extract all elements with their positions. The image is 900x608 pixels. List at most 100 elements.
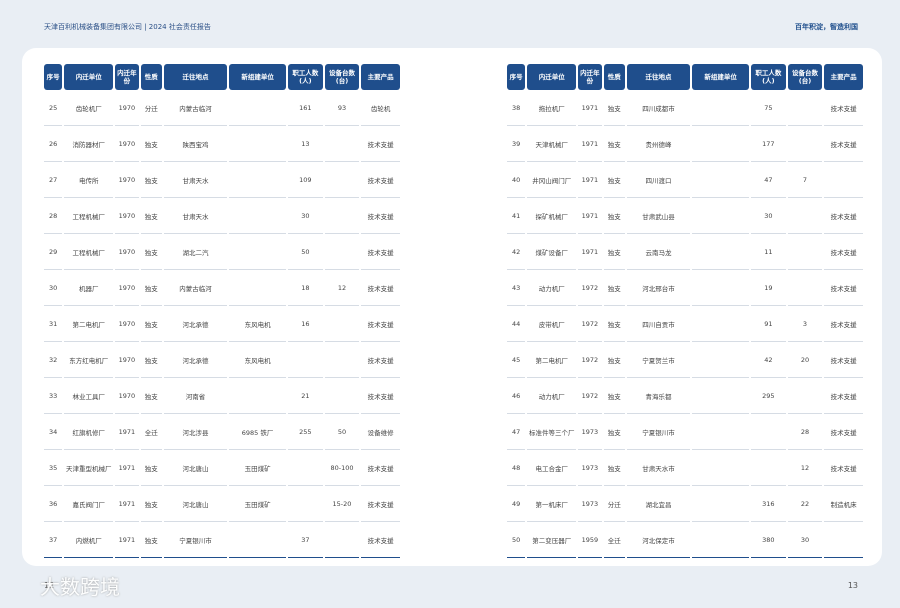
table-row: 27 电传所 1970 独支 甘肃天水 109 技术支援 [44,162,400,198]
table-cell [692,90,750,126]
table-cell: 宁夏贺兰市 [626,342,691,378]
table-cell: 27 [44,162,63,198]
column-header: 序号 [507,64,526,90]
table-cell [324,522,360,558]
table-cell: 技术支援 [824,342,863,378]
table-cell: 玉田煤矿 [229,450,287,486]
table-cell [751,450,786,486]
table-cell: 红旗机修厂 [64,414,114,450]
table-row: 34 红旗机修厂 1971 全迁 河北涉县 6985 铁厂 255 50 设备维修 [44,414,400,450]
table-cell: 技术支援 [824,234,863,270]
table-cell: 1971 [578,234,602,270]
table-cell: 技术支援 [824,126,863,162]
table-cell [229,270,287,306]
table-cell [751,414,786,450]
table-cell: 天津重型机械厂 [64,450,114,486]
slogan: 百年积淀，智造利国 [795,23,858,31]
table-cell: 独支 [603,306,625,342]
page-number: 13 [847,581,858,590]
table-cell: 技术支援 [361,378,400,414]
table-row: 32 东方红电机厂 1970 独支 河北承德 东风电机 技术支援 [44,342,400,378]
table-cell [692,306,750,342]
table-cell [324,126,360,162]
table-cell: 技术支援 [824,90,863,126]
table-cell: 青海乐都 [626,378,691,414]
table-cell: 49 [507,486,526,522]
table-cell: 独支 [603,270,625,306]
table-cell: 独支 [140,198,162,234]
table-cell [324,378,360,414]
table-cell: 消防器材厂 [64,126,114,162]
table-cell: 技术支援 [361,306,400,342]
table-cell: 技术支援 [361,234,400,270]
table-cell: 电工合金厂 [527,450,577,486]
table-cell: 工程机械厂 [64,234,114,270]
table-cell [787,198,823,234]
table-row: 42 煤矿设备厂 1971 独支 云南马龙 11 技术支援 [507,234,863,270]
table-cell: 技术支援 [361,162,400,198]
column-header: 新组建单位 [229,64,287,90]
table-cell [692,198,750,234]
table-cell: 295 [751,378,786,414]
table-cell: 技术支援 [361,342,400,378]
table-cell: 1971 [578,198,602,234]
table-cell [324,234,360,270]
table-cell: 39 [507,126,526,162]
table-cell: 动力机厂 [527,270,577,306]
table-cell [229,162,287,198]
table-cell: 河北涉县 [163,414,228,450]
table-row: 41 探矿机械厂 1971 独支 甘肃武山县 30 技术支援 [507,198,863,234]
table-cell: 30 [288,198,323,234]
table-cell: 28 [787,414,823,450]
table-cell: 46 [507,378,526,414]
table-cell [692,450,750,486]
table-cell [229,234,287,270]
column-header: 性质 [140,64,162,90]
table-cell: 煤矿设备厂 [527,234,577,270]
table-cell: 1973 [578,486,602,522]
table-cell [692,378,750,414]
table-cell: 109 [288,162,323,198]
table-cell: 31 [44,306,63,342]
table-cell: 技术支援 [824,306,863,342]
table-cell: 93 [324,90,360,126]
table-cell: 1970 [115,90,139,126]
table-cell: 河北承德 [163,306,228,342]
table-cell: 80-100 [324,450,360,486]
table-cell: 齿轮机 [361,90,400,126]
column-header: 主要产品 [824,64,863,90]
table-cell: 1972 [578,378,602,414]
table-cell: 内蒙古临河 [163,270,228,306]
table-cell: 1970 [115,270,139,306]
table-cell [692,270,750,306]
relocation-table: 序号 内迁单位 内迁年份 性质 迁往地点 新组建单位 职工人数(人) 设备台数(台) 主要产品 3… [505,64,865,558]
table-cell: 独支 [140,126,162,162]
table-cell: 1971 [115,414,139,450]
table-row: 46 动力机厂 1972 独支 青海乐都 295 技术支援 [507,378,863,414]
table-cell: 32 [44,342,63,378]
table-cell: 独支 [603,414,625,450]
table-cell: 29 [44,234,63,270]
table-cell: 湖北二汽 [163,234,228,270]
table-cell: 动力机厂 [527,378,577,414]
table-cell: 1970 [115,234,139,270]
table-cell [692,234,750,270]
table-cell [229,198,287,234]
table-cell: 井冈山阀门厂 [527,162,577,198]
table-cell: 湖北宜昌 [626,486,691,522]
table-cell: 独支 [140,306,162,342]
table-cell: 甘肃天水 [163,198,228,234]
column-header: 迁往地点 [163,64,228,90]
table-cell: 独支 [140,486,162,522]
table-cell: 东方红电机厂 [64,342,114,378]
table-cell: 独支 [603,450,625,486]
table-cell: 全迁 [140,414,162,450]
table-cell: 1970 [115,198,139,234]
table-cell: 1973 [578,414,602,450]
column-header: 内迁单位 [527,64,577,90]
table-row: 38 拖拉机厂 1971 独支 四川成都市 75 技术支援 [507,90,863,126]
table-cell: 拖拉机厂 [527,90,577,126]
table-cell [824,522,863,558]
content-card [22,48,882,566]
table-cell: 林业工具厂 [64,378,114,414]
